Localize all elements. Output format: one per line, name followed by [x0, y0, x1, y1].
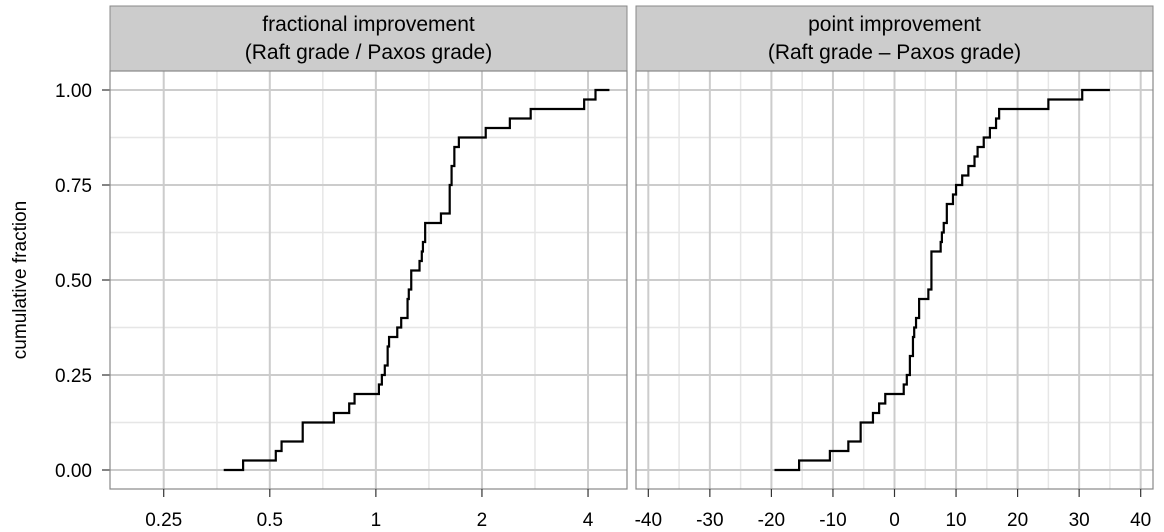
x-tick-label: -30 — [696, 510, 723, 531]
y-tick-label: 1.00 — [55, 81, 92, 102]
x-tick-label: 2 — [477, 510, 488, 531]
facet-panel-1: fractional improvement (Raft grade / Paxo… — [109, 5, 628, 531]
y-axis-label: cumulative fraction — [10, 201, 31, 359]
x-tick-label: 0.5 — [257, 510, 283, 531]
x-tick-label: -10 — [819, 510, 846, 531]
y-tick-label: 0.75 — [55, 176, 92, 197]
facet-title-line2: (Raft grade / Paxos grade) — [245, 41, 492, 64]
facet-strip — [635, 5, 1154, 72]
x-tick-label: 20 — [1007, 510, 1028, 531]
x-tick-label: 0 — [889, 510, 900, 531]
x-tick-label: 10 — [945, 510, 966, 531]
facet-strip — [109, 5, 628, 72]
y-tick-label: 0.25 — [55, 366, 92, 387]
ecdf-step-line — [223, 88, 610, 472]
facet-panel-2: point improvement (Raft grade – Paxos gra… — [635, 5, 1154, 531]
panel-border — [109, 70, 628, 490]
y-tick-label: 0.00 — [55, 461, 92, 482]
y-tick-label: 0.50 — [55, 271, 92, 292]
facet-title-line1: fractional improvement — [262, 13, 475, 36]
x-tick-label: 4 — [583, 510, 594, 531]
ecdf-step-line — [774, 88, 1110, 472]
x-tick-label: 30 — [1069, 510, 1090, 531]
x-tick-label: 40 — [1130, 510, 1151, 531]
x-tick-label: -40 — [635, 510, 662, 531]
x-tick-label: 0.25 — [145, 510, 182, 531]
x-tick-label: -20 — [758, 510, 785, 531]
facet-title-line1: point improvement — [808, 13, 981, 36]
facet-title-line2: (Raft grade – Paxos grade) — [768, 41, 1021, 64]
x-tick-label: 1 — [371, 510, 382, 531]
